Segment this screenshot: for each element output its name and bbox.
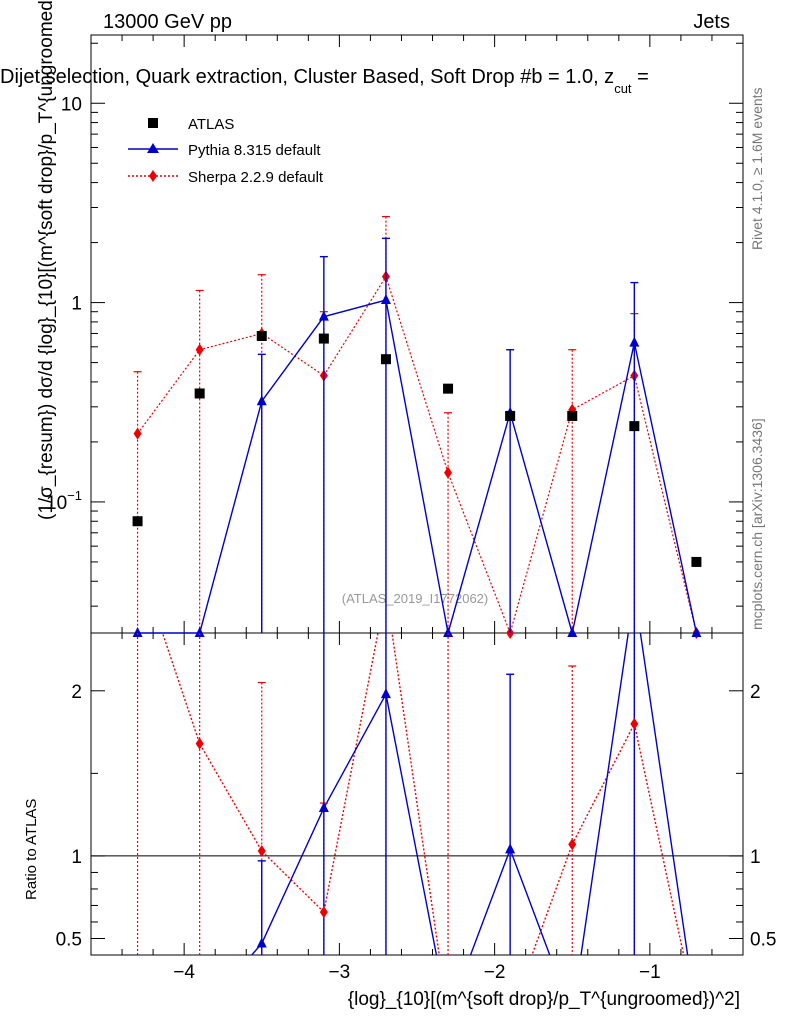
x-axis-label: {log}_{10}[(m^{soft drop}/p_T^{ungroomed… [348, 989, 740, 1010]
legend-sherpa-label: Sherpa 2.2.9 default [188, 169, 324, 186]
pythia-point [380, 294, 391, 305]
pythia-point [194, 627, 205, 637]
pythia-ratio-point [380, 688, 391, 699]
ratio-y-tick-label-right: 1 [750, 847, 761, 868]
atlas-point [443, 383, 454, 394]
plot-title: Dijet selection, Quark extraction, Clust… [0, 66, 649, 96]
y-tick-label-main: 10 [61, 94, 82, 115]
pythia-point [629, 336, 640, 347]
y-tick-label-main: 10−1 [46, 488, 82, 514]
legend: ATLAS Pythia 8.315 default Sherpa 2.2.9 … [128, 116, 324, 186]
ratio-inner [136, 633, 689, 955]
legend-pythia-label: Pythia 8.315 default [188, 142, 321, 159]
legend-pythia-marker [147, 143, 159, 153]
x-tick-label: −2 [484, 962, 506, 983]
pythia-point [567, 627, 578, 637]
sherpa-ratio-point [568, 838, 577, 851]
pythia-point [443, 627, 454, 637]
sherpa-ratio-point [195, 737, 204, 750]
mcplots-label: mcplots.cern.ch [arXiv:1306.3436] [749, 418, 765, 630]
sherpa-ratio-point [630, 717, 639, 730]
category-label: Jets [693, 11, 730, 33]
pythia-line [137, 299, 698, 634]
sherpa-line [137, 275, 698, 635]
pythia-ratio-point [318, 802, 329, 813]
atlas-point [194, 388, 205, 399]
axis-ticks: −4 −3 −2 −1 10−1 1 10 0.5 0.5 1 1 2 2 [46, 35, 776, 983]
pythia-point [256, 395, 267, 406]
atlas-point [256, 330, 267, 341]
atlas-point [691, 556, 702, 567]
atlas-point [380, 354, 391, 365]
ratio-y-tick-label: 0.5 [56, 929, 82, 950]
analysis-id: (ATLAS_2019_I1772062) [342, 591, 488, 606]
sherpa-point [133, 427, 142, 440]
pythia-point [318, 310, 329, 321]
ratio-y-tick-label: 2 [71, 682, 82, 703]
ratio-y-tick-label-right: 0.5 [750, 929, 776, 950]
pythia-ratio-point [256, 937, 267, 948]
legend-atlas-label: ATLAS [188, 116, 234, 133]
x-tick-label: −4 [173, 962, 195, 983]
pythia-ratio-point [505, 843, 516, 854]
y-tick-label-main: 1 [71, 294, 82, 315]
sherpa-point [195, 343, 204, 356]
ratio-series [91, 633, 743, 955]
sherpa-point [444, 466, 453, 479]
pythia-point [691, 627, 702, 637]
atlas-point [505, 410, 516, 421]
pythia-ratio-line [250, 633, 689, 955]
atlas-point [132, 516, 143, 527]
x-tick-label: −3 [329, 962, 351, 983]
rivet-label: Rivet 4.1.0, ≥ 1.6M events [749, 87, 765, 250]
legend-sherpa-marker [149, 170, 157, 182]
x-tick-label: −1 [639, 962, 661, 983]
energy-label: 13000 GeV pp [103, 11, 232, 33]
sherpa-ratio-point [257, 844, 266, 857]
atlas-point [567, 410, 578, 421]
legend-atlas-marker [148, 118, 158, 128]
atlas-point [318, 333, 329, 344]
sherpa-ratio-line [161, 633, 685, 955]
y-axis-label-main: (1/σ_{resum}) dσ/d {log}_{10}[(m^{soft d… [36, 0, 57, 520]
pythia-point [132, 627, 143, 637]
sherpa-ratio-point [319, 906, 328, 919]
main-series [132, 216, 702, 639]
atlas-point [629, 421, 640, 432]
y-axis-label-ratio: Ratio to ATLAS [23, 799, 40, 900]
ratio-y-tick-label: 1 [71, 847, 82, 868]
ratio-panel-frame [90, 632, 744, 956]
ratio-y-tick-label-right: 2 [750, 682, 761, 703]
